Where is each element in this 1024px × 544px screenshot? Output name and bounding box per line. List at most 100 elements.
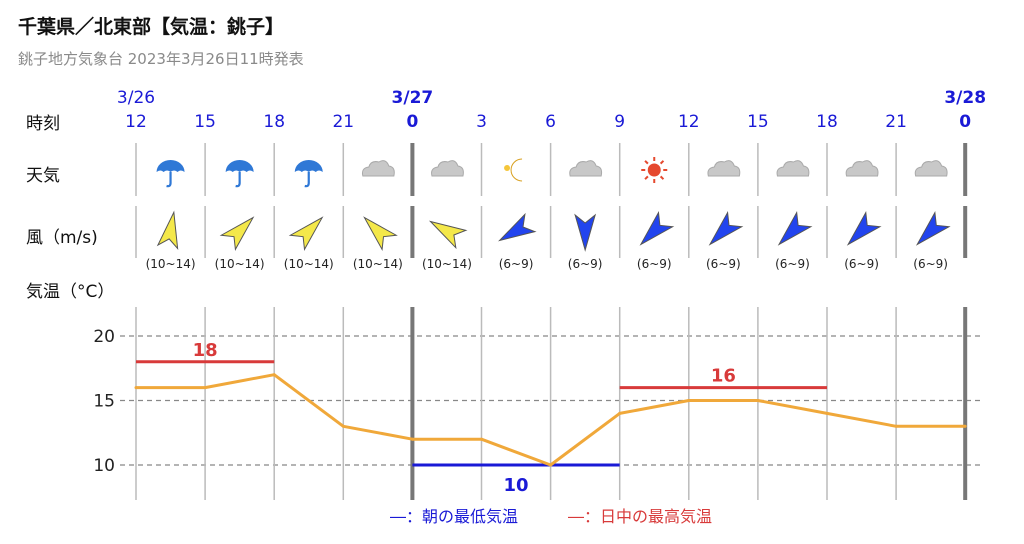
cloud-icon: [707, 160, 741, 177]
wind-speed-label: (6~9): [637, 257, 672, 271]
star-shape: [504, 165, 511, 171]
cloud-icon: [569, 160, 603, 177]
wind-arrow-icon: [219, 216, 255, 251]
wind-arrow-icon: [156, 210, 179, 251]
temperature-point: [134, 386, 138, 390]
temperature-point: [410, 437, 414, 441]
umbrella-icon: [225, 160, 254, 188]
hour-label: 0: [406, 112, 418, 132]
temperature-point: [963, 424, 967, 428]
wind-arrow-icon: [708, 211, 744, 246]
hour-label: 15: [747, 112, 769, 132]
cloud-icon: [776, 160, 810, 177]
page-title: 千葉県／北東部【気温：銚子】: [18, 16, 285, 38]
wind-speed-label: (6~9): [706, 257, 741, 271]
date-label: 3/27: [392, 88, 434, 108]
hour-label: 21: [332, 112, 354, 132]
umbrella-icon: [294, 160, 323, 188]
time-row-label: 時刻: [26, 114, 60, 134]
wind-speed-label: (6~9): [568, 257, 603, 271]
hour-label: 3: [476, 112, 487, 132]
wind-arrow-icon: [498, 212, 537, 242]
cloud-shape: [776, 160, 810, 177]
y-tick-label: 20: [93, 327, 115, 347]
cloud-icon: [361, 160, 395, 177]
hour-label: 15: [194, 112, 216, 132]
max-temp-label: 18: [193, 340, 218, 361]
wind-arrow-icon: [846, 211, 882, 246]
wind-arrow-shape: [498, 212, 537, 242]
wind-arrow-shape: [846, 211, 882, 246]
wind-arrow-shape: [156, 210, 179, 251]
umbrella-canopy: [294, 160, 323, 172]
wind-arrow-icon: [915, 211, 951, 246]
wind-arrow-icon: [288, 216, 324, 251]
temperature-point: [480, 437, 483, 441]
cloud-icon: [431, 160, 464, 177]
wind-speed-label: (10~14): [422, 257, 472, 271]
hour-label: 21: [885, 112, 907, 132]
weather-row-label: 天気: [26, 166, 60, 186]
temperature-point: [825, 411, 829, 415]
wind-speed-label: (10~14): [215, 257, 265, 271]
temperature-point: [203, 386, 207, 390]
moon-shape: [510, 158, 523, 182]
hour-label: 12: [125, 112, 147, 132]
sun-ray: [644, 175, 649, 180]
sun-ray: [659, 175, 665, 180]
cloud-shape: [361, 160, 395, 177]
cloud-shape: [707, 160, 741, 177]
temperature-point: [894, 424, 898, 428]
hour-label: 18: [263, 112, 285, 132]
wind-speed-label: (10~14): [146, 257, 196, 271]
hour-label: 0: [959, 112, 971, 132]
cloud-shape: [845, 160, 879, 177]
legend-min: ―：朝の最低気温: [390, 507, 518, 526]
cloud-shape: [431, 160, 464, 177]
wind-arrow-shape: [574, 213, 597, 252]
moon-icon: [504, 158, 523, 182]
sun-core: [647, 163, 661, 177]
wind-arrow-shape: [428, 220, 468, 250]
wind-arrow-shape: [288, 216, 324, 251]
wind-speed-label: (6~9): [499, 257, 534, 271]
cloud-shape: [914, 160, 948, 177]
wind-speed-label: (6~9): [913, 257, 948, 271]
wind-speed-label: (6~9): [775, 257, 810, 271]
wind-arrow-icon: [363, 216, 398, 251]
temperature-point: [618, 411, 622, 415]
temperature-point: [272, 373, 276, 377]
temperature-point: [756, 399, 760, 402]
y-tick-label: 15: [93, 392, 115, 412]
cloud-icon: [914, 160, 948, 177]
wind-speed-label: (6~9): [844, 257, 879, 271]
temperature-point: [687, 399, 691, 402]
umbrella-icon: [156, 160, 185, 188]
temperature-point: [341, 424, 345, 428]
sun-ray: [644, 160, 649, 165]
wind-speed-label: (10~14): [284, 257, 334, 271]
wind-arrow-icon: [574, 213, 597, 252]
cloud-icon: [845, 160, 879, 177]
umbrella-canopy: [156, 160, 185, 172]
date-label: 3/28: [944, 88, 986, 108]
y-tick-label: 10: [93, 456, 115, 476]
cloud-shape: [569, 160, 603, 177]
wind-arrow-icon: [777, 211, 813, 246]
sun-icon: [641, 157, 668, 183]
wind-arrow-shape: [708, 211, 744, 246]
umbrella-handle: [304, 172, 310, 188]
min-temp-label: 10: [504, 475, 529, 496]
hour-label: 12: [678, 112, 700, 132]
umbrella-canopy: [225, 160, 254, 172]
wind-arrow-shape: [639, 211, 675, 246]
temperature-point: [549, 463, 553, 467]
hour-label: 9: [614, 112, 625, 132]
umbrella-handle: [235, 172, 241, 188]
legend-max: ―：日中の最高気温: [568, 507, 712, 526]
wind-speed-label: (10~14): [353, 257, 403, 271]
page-subtitle: 銚子地方気象台 2023年3月26日11時発表: [18, 50, 304, 68]
hour-label: 18: [816, 112, 838, 132]
wind-arrow-shape: [219, 216, 255, 251]
